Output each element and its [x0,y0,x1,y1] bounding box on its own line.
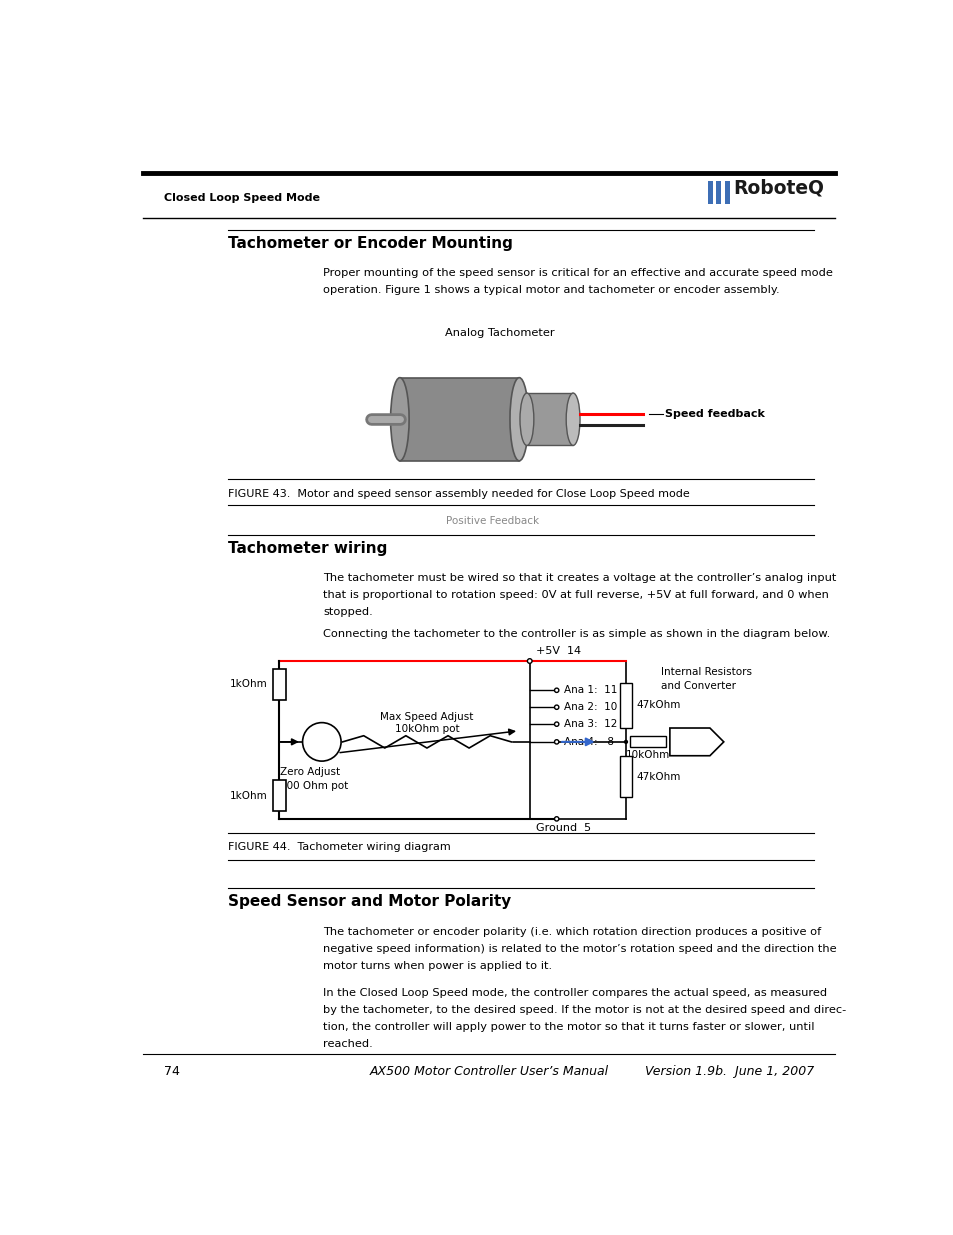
Text: 47kOhm: 47kOhm [636,700,680,710]
Text: Positive Feedback: Positive Feedback [446,516,538,526]
Text: Max Speed Adjust: Max Speed Adjust [380,711,473,721]
Text: FIGURE 44.  Tachometer wiring diagram: FIGURE 44. Tachometer wiring diagram [228,842,450,852]
Circle shape [554,722,558,726]
Text: negative speed information) is related to the motor’s rotation speed and the dir: negative speed information) is related t… [323,944,836,953]
Text: Analog Tachometer: Analog Tachometer [445,329,555,338]
Circle shape [554,740,558,743]
Text: +5V  14: +5V 14 [536,646,580,656]
Text: The tachometer must be wired so that it creates a voltage at the controller’s an: The tachometer must be wired so that it … [323,573,836,583]
Text: Speed Sensor and Motor Polarity: Speed Sensor and Motor Polarity [228,894,511,909]
Text: AX500 Motor Controller User’s Manual: AX500 Motor Controller User’s Manual [369,1066,608,1078]
Text: Version 1.9b.  June 1, 2007: Version 1.9b. June 1, 2007 [644,1066,813,1078]
Bar [274,781,285,811]
Text: FIGURE 43.  Motor and speed sensor assembly needed for Close Loop Speed mode: FIGURE 43. Motor and speed sensor assemb… [228,489,689,499]
Text: Tachometer wiring: Tachometer wiring [228,541,387,556]
Text: Speed feedback: Speed feedback [664,409,763,419]
Ellipse shape [510,378,528,461]
Text: and Converter: and Converter [659,680,735,692]
Text: Ana 4:   8: Ana 4: 8 [564,737,614,747]
Bar [399,378,518,461]
Text: that is proportional to rotation speed: 0V at full reverse, +5V at full forward,: that is proportional to rotation speed: … [323,590,828,600]
Text: In the Closed Loop Speed mode, the controller compares the actual speed, as meas: In the Closed Loop Speed mode, the contr… [323,988,826,998]
Circle shape [527,658,532,663]
Ellipse shape [565,393,579,446]
Text: Closed Loop Speed Mode: Closed Loop Speed Mode [164,193,319,203]
Circle shape [554,816,558,821]
Text: tion, the controller will apply power to the motor so that it turns faster or sl: tion, the controller will apply power to… [323,1023,814,1032]
Bar [619,756,632,798]
Text: stopped.: stopped. [323,608,373,618]
Circle shape [554,688,558,693]
Text: 10kOhm: 10kOhm [625,751,669,761]
Bar [526,393,573,446]
Circle shape [554,705,558,709]
Bar [526,393,573,446]
Circle shape [623,740,627,743]
Text: Tach: Tach [308,737,335,747]
Text: Ana 2:  10: Ana 2: 10 [564,703,617,713]
Text: RoboteQ: RoboteQ [733,179,823,198]
Text: 1kOhm: 1kOhm [229,679,267,689]
Text: Proper mounting of the speed sensor is critical for an effective and accurate sp: Proper mounting of the speed sensor is c… [323,268,832,278]
Bar [274,668,285,699]
Text: Tachometer or Encoder Mounting: Tachometer or Encoder Mounting [228,236,512,251]
Text: 100 Ohm pot: 100 Ohm pot [280,782,348,792]
Text: Ground  5: Ground 5 [536,824,591,834]
Text: A/D: A/D [678,735,700,748]
Bar [619,683,632,727]
Ellipse shape [390,378,409,461]
Ellipse shape [519,393,534,446]
Bar [723,180,729,204]
Text: reached.: reached. [323,1039,373,1049]
Text: operation. Figure 1 shows a typical motor and tachometer or encoder assembly.: operation. Figure 1 shows a typical moto… [323,285,780,295]
Bar [629,736,665,747]
Text: 1kOhm: 1kOhm [229,790,267,800]
Text: motor turns when power is applied to it.: motor turns when power is applied to it. [323,961,552,971]
Text: The tachometer or encoder polarity (i.e. which rotation direction produces a pos: The tachometer or encoder polarity (i.e.… [323,926,821,936]
Text: Connecting the tachometer to the controller is as simple as shown in the diagram: Connecting the tachometer to the control… [323,629,830,638]
Text: by the tachometer, to the desired speed. If the motor is not at the desired spee: by the tachometer, to the desired speed.… [323,1005,845,1015]
Text: 47kOhm: 47kOhm [636,772,680,782]
Bar [716,180,720,204]
Bar [708,180,713,204]
Text: Zero Adjust: Zero Adjust [280,767,340,777]
Text: 74: 74 [164,1066,180,1078]
Text: Internal Resistors: Internal Resistors [659,667,751,677]
Bar [399,378,518,461]
Circle shape [302,722,341,761]
Text: Ana 3:  12: Ana 3: 12 [564,719,618,729]
Text: 10kOhm pot: 10kOhm pot [395,724,458,734]
Polygon shape [669,727,723,756]
Text: Ana 1:  11: Ana 1: 11 [564,685,618,695]
